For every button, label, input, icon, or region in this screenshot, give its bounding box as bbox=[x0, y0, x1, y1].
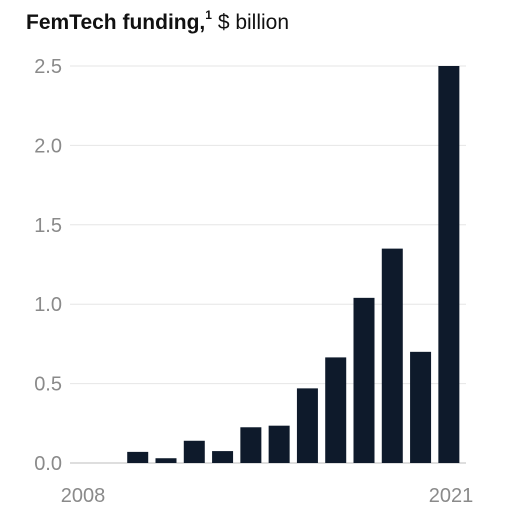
y-tick-label: 2.5 bbox=[34, 56, 62, 78]
y-tick-label: 1.5 bbox=[34, 215, 62, 237]
bar-2019 bbox=[381, 248, 403, 463]
x-tick-label-2008: 2008 bbox=[61, 485, 106, 507]
chart-title: FemTech funding,1 $ billion bbox=[26, 8, 290, 35]
bars bbox=[127, 66, 460, 463]
bar-2011 bbox=[155, 458, 177, 463]
bar-2016 bbox=[296, 388, 318, 463]
gridlines bbox=[70, 65, 466, 464]
bar-2012 bbox=[183, 440, 205, 463]
y-axis-ticks: 0.0 0.5 1.0 1.5 2.0 2.5 bbox=[34, 56, 62, 475]
bar-2014 bbox=[240, 427, 262, 463]
bar-2010 bbox=[127, 451, 149, 463]
chart-title-unit: $ billion bbox=[217, 11, 290, 34]
bar-2017 bbox=[325, 357, 347, 463]
chart-title-text: FemTech funding, bbox=[26, 11, 206, 34]
y-tick-label: 1.0 bbox=[34, 294, 62, 316]
bar-2015 bbox=[268, 425, 290, 463]
bar-2020 bbox=[410, 351, 432, 463]
y-tick-label: 2.0 bbox=[34, 135, 62, 157]
x-tick-label-2021: 2021 bbox=[429, 485, 474, 507]
title-footnote: 1 bbox=[205, 8, 212, 22]
bar-2018 bbox=[353, 297, 375, 463]
y-tick-label: 0.5 bbox=[34, 374, 62, 396]
bar-2013 bbox=[212, 451, 234, 463]
x-axis-ticks: 2008 2021 bbox=[61, 485, 474, 507]
y-tick-label: 0.0 bbox=[34, 453, 62, 475]
bar-2021 bbox=[438, 66, 460, 463]
